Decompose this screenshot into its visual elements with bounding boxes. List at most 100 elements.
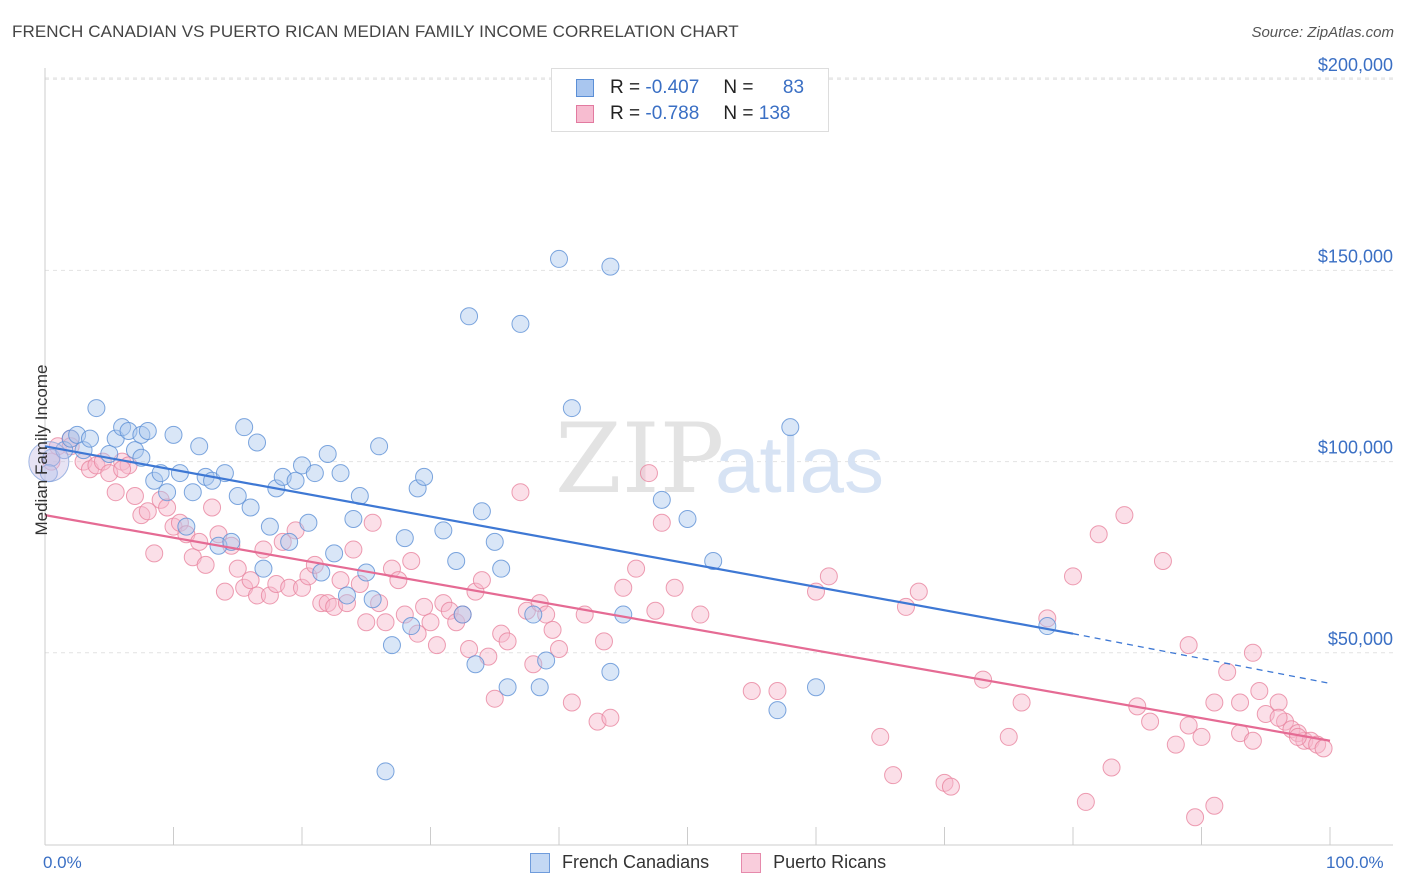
french-canadian-point <box>164 425 183 444</box>
puerto-rican-point <box>819 567 838 586</box>
french-canadian-point <box>260 517 279 536</box>
puerto-rican-point <box>434 594 453 613</box>
puerto-rican-point <box>562 693 581 712</box>
y-tick-label: $50,000 <box>1328 629 1393 649</box>
puerto-rican-point <box>511 483 530 502</box>
bottom-legend-label-french: French Canadians <box>562 852 710 872</box>
legend: R = -0.407 N = 83 R = -0.788 N = 138 <box>551 68 829 132</box>
puerto-rican-point <box>260 586 279 605</box>
french-canadian-point <box>228 487 247 506</box>
legend-n-label: N = <box>723 77 754 98</box>
y-tick-label: $100,000 <box>1318 438 1393 458</box>
legend-n-value: 138 <box>758 103 791 124</box>
french-canadian-point <box>704 552 723 571</box>
french-canadian-point <box>466 655 485 674</box>
french-canadian-point <box>498 678 517 697</box>
french-canadian-trend-line <box>44 445 1074 635</box>
puerto-rican-point <box>241 571 260 590</box>
puerto-rican-point <box>1192 727 1211 746</box>
french-canadian-point <box>447 552 466 571</box>
puerto-rican-point <box>215 582 234 601</box>
french-canadian-point <box>550 249 568 268</box>
chart-title: FRENCH CANADIAN VS PUERTO RICAN MEDIAN F… <box>12 22 739 41</box>
french-canadian-point <box>248 433 267 452</box>
puerto-rican-point <box>113 460 132 479</box>
french-canadian-point <box>781 418 800 437</box>
puerto-rican-point <box>125 487 144 506</box>
puerto-rican-point <box>1141 712 1160 731</box>
puerto-rican-point <box>1166 735 1185 754</box>
puerto-rican-point <box>594 632 613 651</box>
x-tick-label-max: 100.0% <box>1326 853 1384 872</box>
puerto-rican-point <box>485 689 504 708</box>
french-canadian-point <box>485 532 504 551</box>
puerto-rican-point <box>1064 567 1082 586</box>
french-canadian-point <box>601 662 620 681</box>
puerto-rican-point <box>337 594 356 613</box>
puerto-rican-point <box>421 613 440 632</box>
french-canadian-point <box>768 701 787 720</box>
puerto-rican-point <box>871 727 890 746</box>
puerto-rican-point <box>999 727 1018 746</box>
puerto-rican-point <box>1269 693 1288 712</box>
puerto-rican-point <box>138 502 157 521</box>
french-canadian-point <box>337 586 356 605</box>
puerto-rican-point <box>376 613 395 632</box>
puerto-rican-point <box>395 605 414 624</box>
puerto-rican-point <box>273 532 292 551</box>
bottom-legend-label-puerto: Puerto Ricans <box>773 852 887 872</box>
french-canadian-point <box>511 314 530 333</box>
legend-swatch-french <box>576 79 594 97</box>
french-canadian-point-large <box>28 441 70 483</box>
french-canadian-point <box>562 399 581 418</box>
puerto-rican-point <box>472 571 491 590</box>
puerto-rican-point <box>691 605 710 624</box>
french-canadian-point <box>395 529 414 548</box>
x-tick-label-min: 0.0% <box>43 853 82 872</box>
puerto-rican-point <box>389 571 408 590</box>
french-canadian-point <box>678 509 697 528</box>
puerto-rican-point <box>293 578 311 597</box>
puerto-rican-point <box>447 613 466 632</box>
puerto-rican-point <box>1243 731 1262 750</box>
puerto-rican-point <box>151 490 170 509</box>
watermark-zip: ZIP <box>555 403 724 515</box>
french-canadian-point <box>305 464 324 483</box>
watermark: ZIP atlas <box>555 403 884 515</box>
puerto-rican-point <box>1179 636 1198 655</box>
bottom-legend-french: French Canadians <box>530 852 709 873</box>
puerto-rican-point <box>145 544 164 563</box>
french-canadian-point <box>331 464 350 483</box>
puerto-rican-point <box>896 597 915 616</box>
puerto-rican-point <box>408 624 427 643</box>
french-canadian-point <box>530 678 549 697</box>
french-canadian-point <box>460 307 479 326</box>
puerto-rican-point <box>537 605 556 624</box>
puerto-rican-point <box>228 559 247 578</box>
bottom-legend: French Canadians Puerto Ricans <box>530 852 918 873</box>
french-canadian-point <box>382 636 401 655</box>
puerto-rican-point <box>106 483 125 502</box>
french-canadian-point <box>87 399 106 418</box>
puerto-rican-point <box>1205 693 1224 712</box>
french-canadian-point <box>376 762 395 781</box>
puerto-rican-point <box>280 578 299 597</box>
french-canadian-point <box>492 559 511 578</box>
puerto-rican-point <box>1269 708 1288 727</box>
french-canadian-point <box>344 509 363 528</box>
puerto-rican-point <box>498 632 517 651</box>
puerto-rican-point <box>601 708 620 727</box>
puerto-rican-point <box>1012 693 1031 712</box>
puerto-rican-point <box>1153 552 1172 571</box>
watermark-atlas: atlas <box>715 420 884 509</box>
puerto-rican-point <box>1205 796 1224 815</box>
french-canadian-point <box>183 483 202 502</box>
puerto-rican-point <box>1076 792 1095 811</box>
legend-r-label: R = <box>610 103 641 124</box>
y-axis-label: Median Family Income <box>32 364 51 536</box>
french-canadian-point <box>286 471 305 490</box>
puerto-rican-point <box>357 613 376 632</box>
puerto-rican-point <box>1038 609 1057 628</box>
puerto-rican-point <box>627 559 646 578</box>
